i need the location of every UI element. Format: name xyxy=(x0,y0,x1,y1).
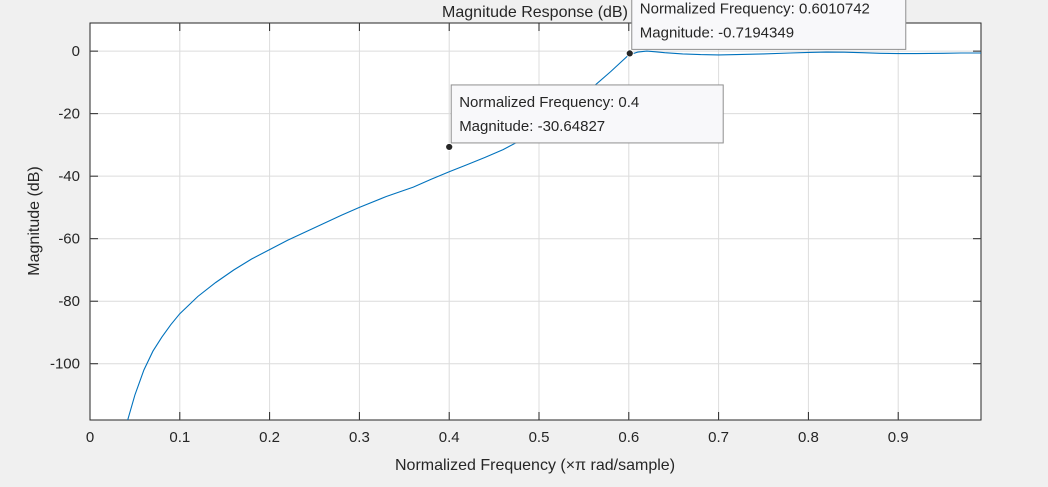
x-tick-label: 0.4 xyxy=(439,429,460,446)
x-axis-label: Normalized Frequency (×π rad/sample) xyxy=(395,457,675,474)
x-tick-label: 0 xyxy=(86,429,94,446)
y-tick-label: 0 xyxy=(72,43,80,60)
datatip-box[interactable] xyxy=(450,84,724,144)
y-tick-label: -20 xyxy=(58,106,80,123)
x-tick-label: 0.8 xyxy=(798,429,819,446)
x-tick-label: 0.1 xyxy=(169,429,190,446)
y-tick-labels: 0 -20 -40 -60 -80 -100 xyxy=(50,43,80,373)
datatip-text: Normalized Frequency: 0.6010742 xyxy=(640,0,870,17)
x-tick-labels: 0 0.1 0.2 0.3 0.4 0.5 0.6 0.7 0.8 0.9 xyxy=(86,429,909,446)
y-tick-label: -80 xyxy=(58,293,80,310)
datatip-marker[interactable] xyxy=(625,49,634,58)
datatip-text: Magnitude: -30.64827 xyxy=(459,118,605,135)
y-tick-label: -100 xyxy=(50,356,80,373)
datatip-text: Magnitude: -0.7194349 xyxy=(640,24,794,41)
y-tick-label: -60 xyxy=(58,231,80,248)
y-tick-label: -40 xyxy=(58,168,80,185)
chart-title: Magnitude Response (dB) xyxy=(442,4,628,21)
datatip-marker[interactable] xyxy=(445,143,454,151)
data-tips[interactable]: Normalized Frequency: 0.4 Magnitude: -30.… xyxy=(445,0,907,151)
plot-area[interactable] xyxy=(89,22,982,421)
x-tick-label: 0.9 xyxy=(888,429,909,446)
x-tick-label: 0.7 xyxy=(708,429,729,446)
y-axis-label: Magnitude (dB) xyxy=(26,166,43,275)
x-tick-label: 0.5 xyxy=(529,429,550,446)
x-tick-label: 0.6 xyxy=(618,429,639,446)
datatip-box[interactable] xyxy=(631,0,907,50)
x-tick-label: 0.2 xyxy=(259,429,280,446)
datatip-text: Normalized Frequency: 0.4 xyxy=(459,94,639,111)
x-tick-label: 0.3 xyxy=(349,429,370,446)
